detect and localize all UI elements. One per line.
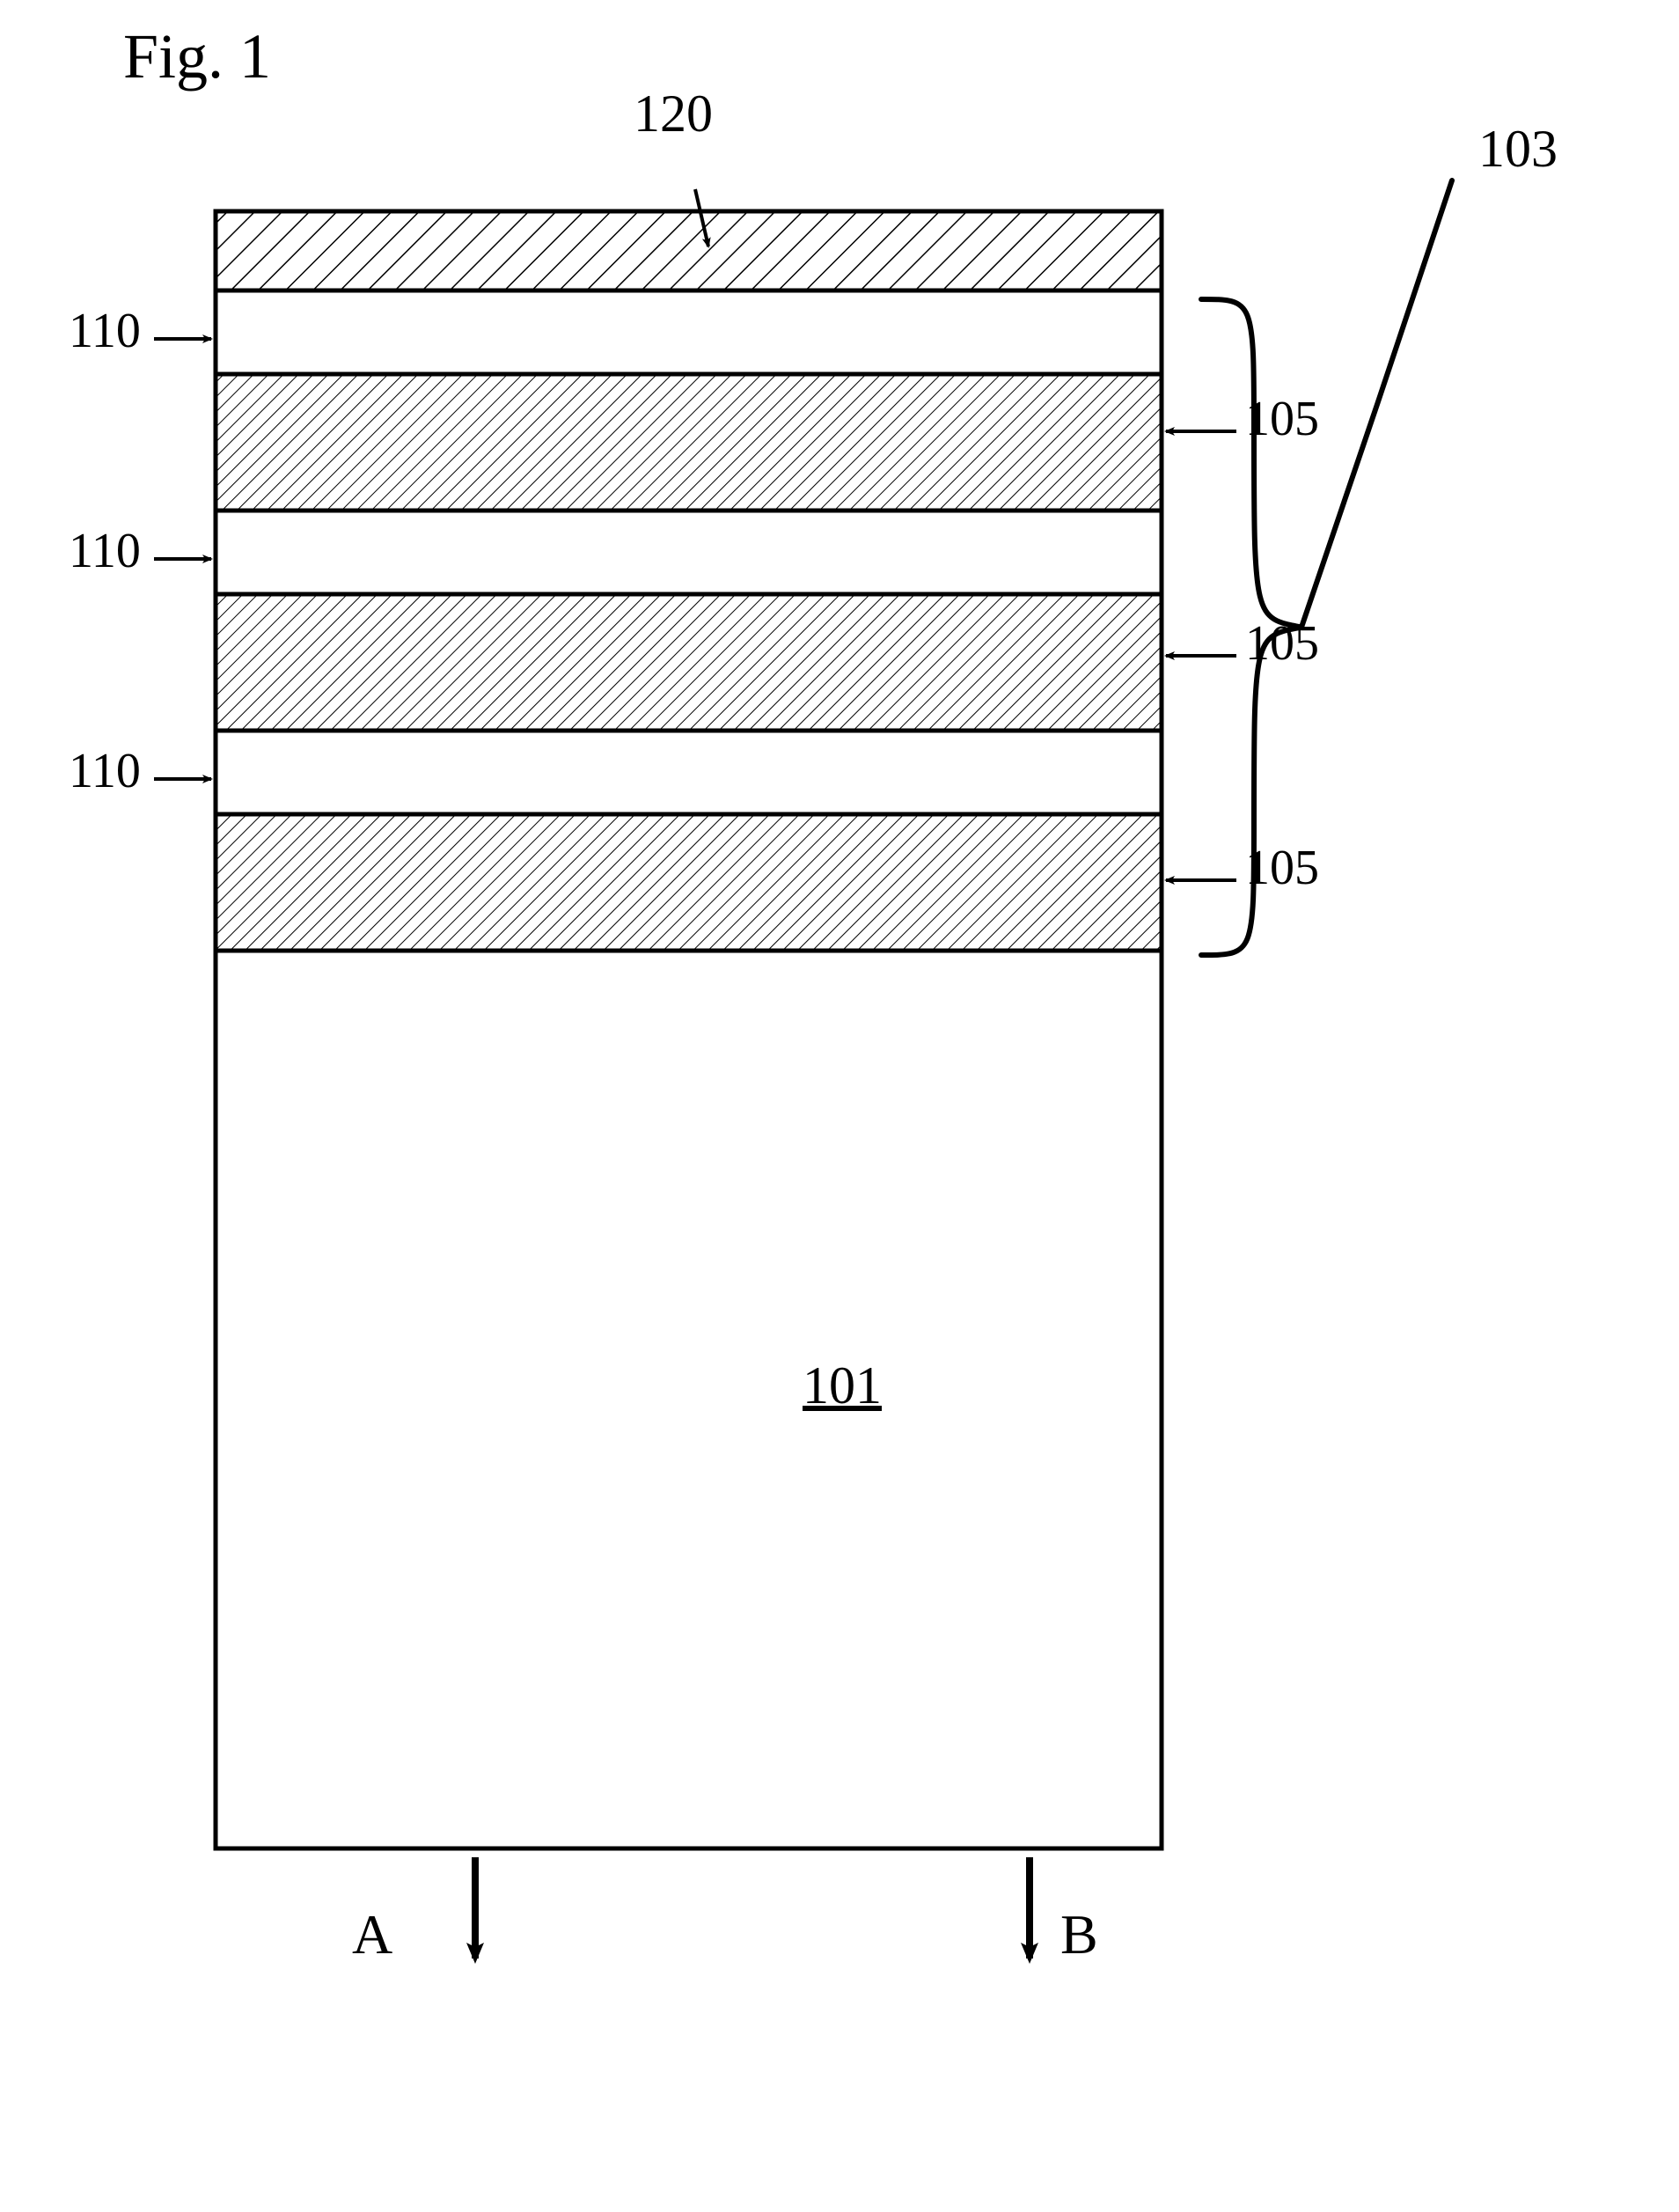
ref-105: 105 [1245, 615, 1319, 672]
diagram-svg [0, 0, 1679, 2212]
ref-105: 105 [1245, 391, 1319, 447]
ref-101: 101 [803, 1356, 882, 1416]
pointer-a-label: A [352, 1902, 392, 1967]
ref-103: 103 [1478, 119, 1558, 180]
ref-120: 120 [634, 84, 713, 144]
pointer-b-label: B [1060, 1902, 1098, 1967]
ref-110: 110 [69, 523, 141, 579]
figure-title: Fig. 1 [123, 20, 271, 93]
ref-110: 110 [69, 303, 141, 359]
ref-105: 105 [1245, 840, 1319, 896]
ref-110: 110 [69, 743, 141, 799]
